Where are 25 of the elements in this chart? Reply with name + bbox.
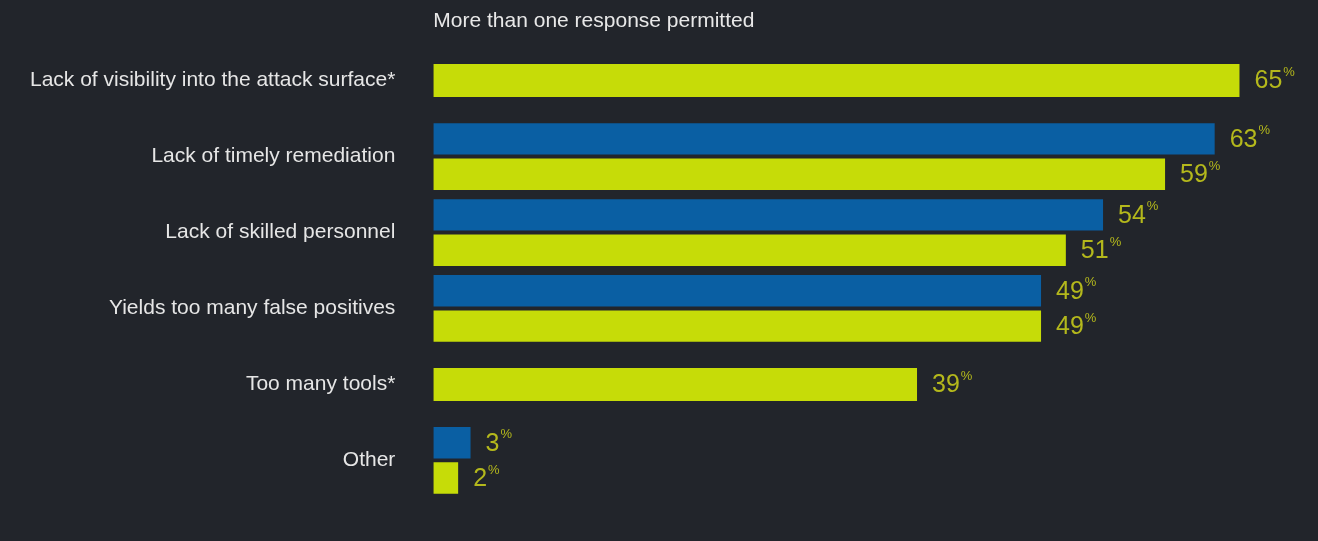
y-tick-label: Too many tools*: [245, 371, 396, 395]
bar: [433, 199, 1104, 231]
y-tick-label: Other: [342, 447, 396, 471]
bar: [433, 462, 459, 494]
data-label: 39%: [932, 368, 973, 398]
bar: [433, 123, 1215, 155]
data-label: 65%: [1254, 64, 1296, 94]
y-tick-label: Lack of visibility into the attack surface*: [29, 67, 396, 91]
data-label: 3%: [485, 426, 513, 456]
data-label: 51%: [1080, 233, 1122, 264]
data-label: 59%: [1180, 157, 1221, 188]
y-tick-label: Lack of timely remediation: [151, 143, 396, 167]
data-label: 2%: [473, 461, 501, 491]
y-tick-label: Yields too many false positives: [108, 295, 396, 319]
bar: [433, 310, 1042, 342]
y-tick-label: Lack of skilled personnel: [165, 219, 396, 243]
bar: [433, 234, 1066, 266]
bar: [433, 275, 1042, 307]
chart-subtitle: More than one response permitted: [433, 7, 755, 31]
data-label: 49%: [1056, 274, 1097, 304]
bar: [433, 158, 1166, 190]
data-label: 49%: [1056, 309, 1097, 340]
bar: [433, 427, 471, 459]
data-label: 63%: [1229, 122, 1271, 152]
data-label: 54%: [1118, 198, 1159, 228]
